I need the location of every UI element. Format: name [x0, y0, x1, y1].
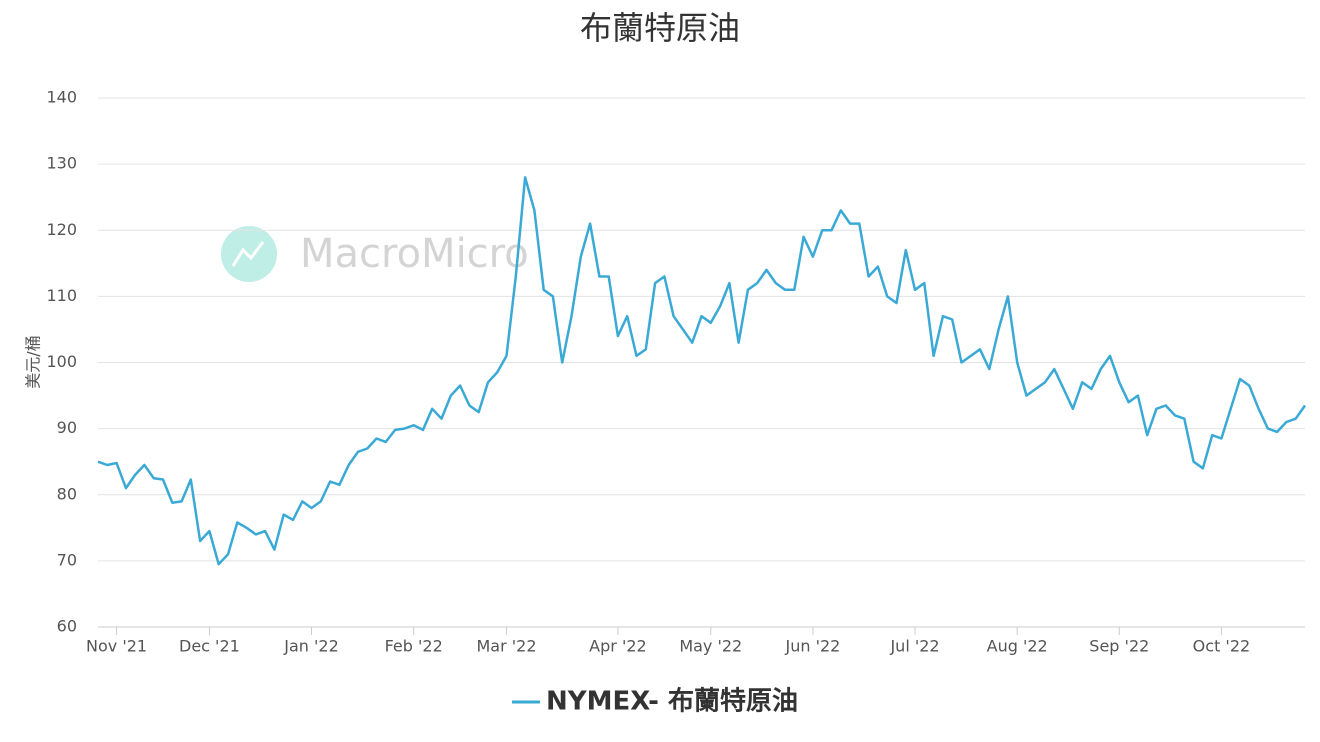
x-tick-label: Sep '22: [1089, 637, 1149, 656]
watermark-icon-line: [231, 241, 265, 267]
watermark-logo: [221, 226, 277, 282]
watermark: MacroMicro: [300, 231, 529, 277]
y-tick-label: 100: [46, 352, 77, 371]
chart-title: 布蘭特原油: [580, 9, 740, 47]
x-tick-label: Nov '21: [86, 637, 147, 656]
line-series: [97, 176, 1307, 566]
x-tick-label: Jul '22: [889, 637, 939, 656]
x-tick-label: Oct '22: [1193, 637, 1251, 656]
x-tick-label: Aug '22: [987, 637, 1048, 656]
x-tick-label: May '22: [679, 637, 742, 656]
y-tick-label: 60: [57, 617, 77, 636]
y-tick-label: 120: [46, 220, 77, 239]
y-tick-label: 140: [46, 88, 77, 107]
y-tick-label: 90: [57, 418, 77, 437]
y-tick-label: 110: [46, 286, 77, 305]
x-tick-label: Jun '22: [784, 637, 840, 656]
y-tick-label: 80: [57, 484, 77, 503]
legend-label: NYMEX- 布蘭特原油: [546, 686, 798, 717]
x-tick-label: Feb '22: [385, 637, 443, 656]
y-tick-label: 130: [46, 154, 77, 173]
y-axis-label: 美元/桶: [24, 335, 43, 388]
x-tick-label: Dec '21: [179, 637, 240, 656]
x-tick-label: Jan '22: [283, 637, 339, 656]
x-tick-label: Mar '22: [477, 637, 537, 656]
y-tick-label: 70: [57, 550, 77, 569]
x-tick-label: Apr '22: [589, 637, 647, 656]
